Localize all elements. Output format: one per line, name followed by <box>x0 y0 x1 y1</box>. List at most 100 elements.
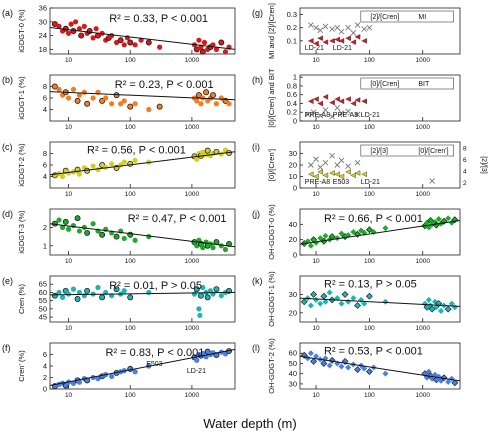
y-tick-label: 0 <box>293 117 297 126</box>
data-point <box>84 287 91 294</box>
data-point <box>382 298 389 305</box>
data-point <box>440 374 448 382</box>
data-point <box>99 294 106 301</box>
data-point <box>300 298 308 306</box>
data-point <box>310 290 318 298</box>
data-point-secondary <box>329 152 335 159</box>
data-point <box>218 151 224 157</box>
station-label: PRE-A8 <box>305 112 330 119</box>
y-tick-label: 10 <box>289 172 297 181</box>
data-point <box>70 286 77 292</box>
y-tick-label: 40 <box>289 369 297 378</box>
data-point <box>317 235 324 242</box>
x-tick-label: 1000 <box>415 258 430 265</box>
y-tick-label: 0.2 <box>287 108 297 117</box>
data-point <box>307 242 314 249</box>
y-tick-label: 20 <box>289 161 297 170</box>
data-point <box>146 234 152 240</box>
y-tick-label: 36 <box>39 4 47 13</box>
x-tick-label: 10 <box>312 392 320 399</box>
data-point <box>322 172 329 179</box>
data-point <box>59 173 66 180</box>
data-point <box>445 378 452 385</box>
x-axis-title: Water depth (m) <box>203 416 297 431</box>
panel-frame <box>299 208 461 256</box>
data-point <box>213 286 220 293</box>
data-point <box>127 294 134 301</box>
x-tick-label: 1000 <box>185 258 200 265</box>
panel-label: (e) <box>2 276 13 286</box>
data-point <box>226 101 232 107</box>
data-point <box>218 293 224 299</box>
data-point <box>76 92 83 98</box>
y-tick-label: 45 <box>39 313 47 322</box>
panel-label: (f) <box>2 343 11 353</box>
data-point <box>117 37 124 44</box>
data-point <box>322 39 329 45</box>
data-point <box>127 231 134 238</box>
x-tick-label: 10 <box>312 124 320 131</box>
data-point <box>313 40 319 47</box>
panel-label: (h) <box>252 75 263 85</box>
data-point <box>121 98 127 104</box>
x-tick-label: 1000 <box>415 392 430 399</box>
data-point <box>313 353 320 360</box>
y-tick-label: 0 <box>43 385 47 394</box>
data-point <box>132 237 138 243</box>
panel-label: (j) <box>252 209 260 219</box>
stat-label: R² = 0.66, P < 0.001 <box>324 213 423 225</box>
y-tick-label: 2 <box>43 223 47 232</box>
data-point-secondary <box>354 159 361 166</box>
data-point <box>310 357 318 365</box>
data-point <box>218 243 224 249</box>
data-point <box>56 86 62 92</box>
data-point <box>317 169 323 175</box>
data-point <box>328 356 336 364</box>
trend-line <box>299 355 461 382</box>
data-point <box>307 350 314 357</box>
x-tick-label: 1000 <box>185 325 200 332</box>
data-point <box>196 37 202 43</box>
data-point-secondary <box>354 111 361 118</box>
y-axis-label: iGDGT-3 (%) <box>17 210 26 254</box>
y-tick-label: 2 <box>43 373 47 382</box>
x-tick-label: 1000 <box>185 392 200 399</box>
data-point <box>435 215 442 222</box>
legend-label: BIT <box>418 81 430 88</box>
data-point <box>76 26 83 32</box>
data-point <box>103 95 109 101</box>
data-point <box>338 98 345 105</box>
panel-frame <box>299 342 461 390</box>
data-point <box>201 39 208 46</box>
station-label: LD-21 <box>361 179 380 186</box>
panel-frame <box>299 275 461 323</box>
y-tick-label: 4 <box>43 172 47 181</box>
data-point <box>199 48 206 55</box>
y-tick-label: 40 <box>289 220 297 229</box>
data-point <box>197 312 203 319</box>
data-point <box>197 292 204 299</box>
y-axis-label: [0]/[Cren] and BIT <box>267 68 276 128</box>
panel-label: (a) <box>2 8 13 18</box>
panel-label: (d) <box>2 209 13 219</box>
y2-tick-label: 4 <box>463 168 467 175</box>
data-point-secondary <box>334 162 341 168</box>
station-label: PRE-A8 <box>305 179 330 186</box>
data-point <box>99 97 106 104</box>
trend-line <box>299 220 461 245</box>
y-tick-label: 6 <box>43 350 47 359</box>
x-tick-label: 1000 <box>415 124 430 131</box>
data-point <box>81 293 87 299</box>
data-point <box>445 215 452 222</box>
data-point-secondary <box>313 156 319 163</box>
data-point <box>65 170 72 176</box>
data-point <box>204 147 211 154</box>
y-tick-label: 4 <box>43 105 47 114</box>
data-point <box>307 302 314 309</box>
data-point <box>65 95 72 101</box>
annotation-label: LD-21 <box>187 368 206 375</box>
data-point <box>307 38 314 44</box>
y-tick-label: 0 <box>293 251 297 260</box>
data-point <box>90 95 96 101</box>
data-point-secondary <box>338 110 345 116</box>
